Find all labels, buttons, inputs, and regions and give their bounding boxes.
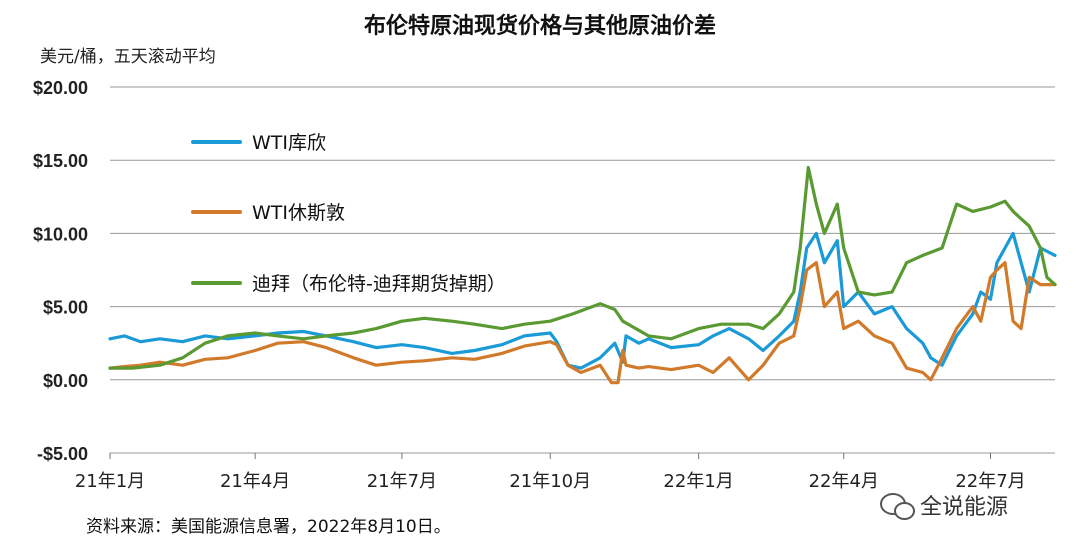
- y-tick-label: -$5.00: [37, 444, 88, 464]
- series-line-3: [108, 165, 1057, 370]
- series-line-2: [108, 261, 1057, 385]
- unit-label: 美元/桶，五天滚动平均: [40, 47, 216, 67]
- x-tick-label: 22年1月: [663, 471, 733, 492]
- x-tick-label: 21年1月: [75, 471, 145, 492]
- chart-title: 布伦特原油现货价格与其他原油价差: [363, 14, 716, 39]
- x-tick-label: 22年4月: [809, 471, 879, 492]
- y-tick-label: $15.00: [33, 151, 88, 171]
- watermark-text: 全说能源: [920, 495, 1009, 520]
- x-tick-label: 22年7月: [955, 471, 1025, 492]
- grid: [110, 86, 1055, 454]
- x-tick-label: 21年4月: [220, 471, 290, 492]
- legend-label: WTI休斯敦: [252, 202, 345, 224]
- x-axis: 21年1月 21年4月 21年7月 21年10月 22年1月 22年4月 22年7月: [75, 453, 1026, 492]
- y-tick-label: $0.00: [43, 371, 88, 391]
- x-tick-label: 21年10月: [509, 471, 591, 492]
- series-lines: [108, 165, 1057, 385]
- wechat-icon: [880, 491, 915, 520]
- y-tick-label: $20.00: [33, 78, 88, 98]
- watermark: 全说能源: [880, 488, 1008, 522]
- y-axis: -$5.00 $0.00 $5.00 $10.00 $15.00 $20.00: [33, 78, 88, 464]
- y-tick-label: $10.00: [33, 224, 88, 244]
- legend-label: 迪拜（布伦特-迪拜期货掉期）: [252, 273, 506, 295]
- x-tick-label: 21年7月: [367, 471, 437, 492]
- source-note: 资料来源：美国能源信息署，2022年8月10日。: [86, 517, 451, 537]
- y-tick-label: $5.00: [43, 298, 88, 318]
- series-line-1: [108, 231, 1057, 370]
- legend-label: WTI库欣: [252, 132, 326, 154]
